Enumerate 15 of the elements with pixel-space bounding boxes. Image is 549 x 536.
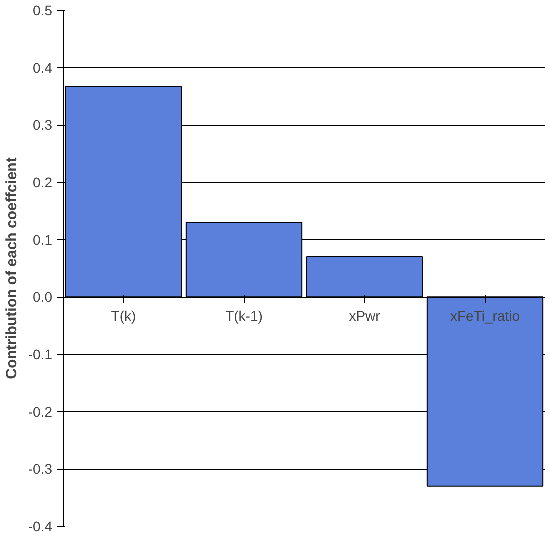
y-tick-label: 0.1	[33, 232, 53, 248]
y-tick-label: 0.2	[33, 174, 53, 190]
y-tick-label: 0.5	[33, 2, 53, 18]
x-tick-label: T(k)	[111, 308, 136, 324]
y-tick-label: 0.3	[33, 117, 53, 134]
x-tick-label: xPwr	[349, 308, 381, 324]
y-axis-title: Contribution of each coeffcient	[3, 158, 20, 380]
y-tick-label: 0.0	[33, 289, 53, 306]
y-tick-label: -0.4	[28, 518, 53, 534]
y-tick-label: -0.1	[28, 346, 53, 362]
y-tick-label: -0.3	[28, 461, 53, 478]
y-tick-label: 0.4	[33, 60, 53, 76]
x-tick-label: T(k-1)	[226, 308, 263, 324]
x-tick-label: xFeTi_ratio	[450, 308, 520, 324]
y-tick-label: -0.2	[28, 404, 53, 420]
